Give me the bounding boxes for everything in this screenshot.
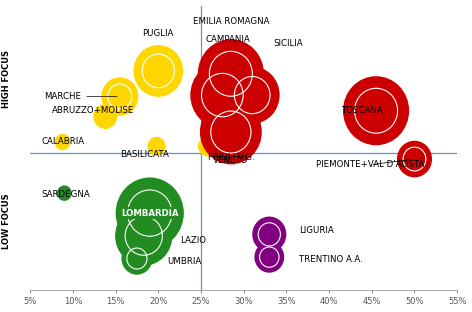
Text: TRENTINO A.A.: TRENTINO A.A. — [299, 256, 363, 265]
Ellipse shape — [93, 104, 118, 129]
Text: ABRUZZO+MOLISE: ABRUZZO+MOLISE — [51, 106, 134, 115]
Ellipse shape — [134, 45, 183, 97]
Ellipse shape — [198, 39, 264, 108]
Text: CAMPANIA: CAMPANIA — [205, 35, 250, 44]
Text: PIEMONTE+VAL D'AOSTA: PIEMONTE+VAL D'AOSTA — [316, 159, 424, 169]
Text: VENETO: VENETO — [213, 156, 249, 165]
Ellipse shape — [115, 206, 172, 266]
Text: HIGH FOCUS: HIGH FOCUS — [2, 51, 11, 109]
Ellipse shape — [57, 185, 72, 201]
Ellipse shape — [190, 62, 254, 129]
Text: MARCHE: MARCHE — [44, 92, 117, 101]
Ellipse shape — [101, 77, 138, 116]
Ellipse shape — [200, 100, 262, 164]
Ellipse shape — [397, 141, 432, 177]
Ellipse shape — [225, 66, 279, 124]
Text: LOMBARDIA: LOMBARDIA — [121, 208, 178, 217]
Text: CALABRIA: CALABRIA — [41, 138, 84, 147]
Ellipse shape — [254, 241, 284, 273]
Text: UMBRIA: UMBRIA — [167, 257, 201, 266]
Ellipse shape — [116, 178, 184, 249]
Ellipse shape — [55, 134, 70, 150]
Text: EMILIA ROMAGNA: EMILIA ROMAGNA — [193, 17, 269, 26]
Text: FRIULI V.G.: FRIULI V.G. — [208, 153, 254, 162]
Text: SICILIA: SICILIA — [274, 39, 303, 48]
Text: BASILICATA: BASILICATA — [120, 150, 169, 159]
Text: LAZIO: LAZIO — [180, 236, 206, 245]
Ellipse shape — [148, 137, 166, 156]
Ellipse shape — [121, 242, 152, 275]
Text: LOW FOCUS: LOW FOCUS — [2, 194, 11, 249]
Ellipse shape — [343, 76, 409, 145]
Text: SARDEGNA: SARDEGNA — [41, 190, 90, 199]
Text: PUGLIA: PUGLIA — [143, 29, 174, 38]
Ellipse shape — [198, 136, 218, 157]
Ellipse shape — [252, 217, 287, 252]
Text: TOSCANA: TOSCANA — [342, 106, 384, 115]
Text: LIGURIA: LIGURIA — [299, 226, 334, 235]
